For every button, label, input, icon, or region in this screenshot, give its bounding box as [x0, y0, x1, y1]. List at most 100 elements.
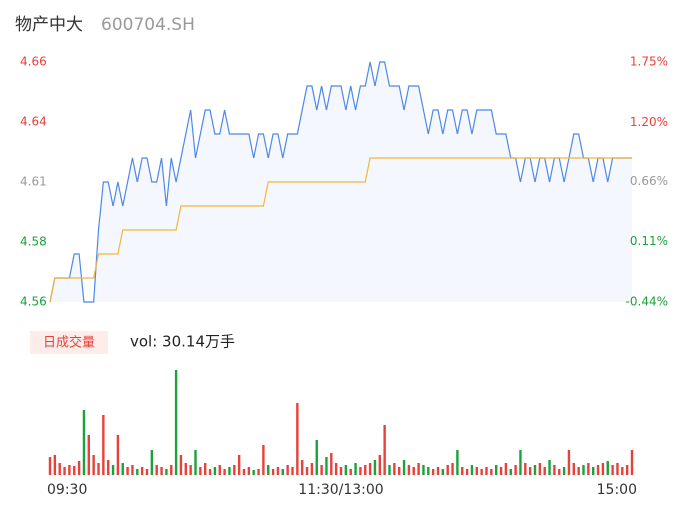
volume-bar [296, 403, 299, 475]
volume-bar [441, 469, 445, 475]
volume-bar [77, 461, 81, 475]
x-tick-label: 11:30/13:00 [298, 482, 383, 498]
y2-tick-label: 1.75% [630, 55, 668, 69]
y2-tick-label: 1.20% [630, 115, 668, 129]
volume-bar [276, 467, 280, 475]
y-tick-label: 4.61 [20, 175, 47, 189]
volume-bar [102, 415, 105, 475]
volume-bar [179, 455, 183, 475]
volume-bar [407, 465, 411, 475]
volume-bar [514, 465, 517, 475]
volume-bar [470, 465, 474, 475]
volume-bar [359, 467, 362, 475]
volume-bar [257, 469, 260, 475]
y-tick-label: 4.64 [20, 115, 47, 129]
volume-bar [431, 469, 435, 475]
volume-bar [330, 453, 333, 475]
volume-bar [300, 460, 304, 475]
volume-bar [242, 469, 246, 475]
volume-bar [480, 469, 483, 475]
volume-bar [349, 469, 352, 475]
volume-bar [621, 467, 624, 475]
volume-bar [145, 469, 149, 475]
volume-bar [553, 465, 556, 475]
volume-bar [267, 465, 270, 475]
volume-bar [344, 465, 348, 475]
volume-bar [485, 467, 488, 475]
volume-bar [548, 460, 551, 475]
volume-bar [165, 469, 168, 475]
volume-bar [310, 463, 314, 475]
volume-bar [572, 463, 576, 475]
volume-bar [397, 467, 401, 475]
chart-subtitle: 600704.SH [101, 15, 195, 35]
volume-label: 日成交量 [43, 335, 95, 351]
volume-bar [475, 467, 479, 475]
volume-bar [262, 445, 265, 475]
volume-bar [252, 470, 255, 475]
volume-bar [591, 467, 595, 475]
volume-bar [504, 463, 508, 475]
volume-bar [82, 410, 86, 475]
price-line [49, 61, 632, 303]
chart-title: 物产中大 [15, 15, 83, 35]
volume-bar [194, 450, 197, 475]
volume-bar [174, 370, 178, 475]
volume-bar [368, 463, 372, 475]
volume-bar [199, 467, 202, 475]
x-tick-label: 15:00 [597, 482, 637, 498]
volume-bar [223, 469, 226, 475]
y-tick-label: 4.58 [20, 235, 47, 249]
volume-bar [126, 467, 129, 475]
y2-tick-label: -0.44% [626, 295, 668, 309]
volume-bar [136, 469, 139, 475]
volume-bar [233, 465, 236, 475]
volume-bar [465, 469, 469, 475]
volume-bar [436, 467, 440, 475]
volume-bar [582, 465, 585, 475]
volume-bar [87, 435, 91, 475]
volume-bar [611, 465, 614, 475]
volume-bar [286, 465, 289, 475]
volume-bar [53, 455, 57, 475]
volume-bar [567, 450, 571, 475]
volume-bar [58, 463, 61, 475]
volume-bar [558, 469, 561, 475]
volume-bar [524, 463, 527, 475]
volume-bar [543, 467, 546, 475]
volume-bar [417, 463, 420, 475]
y-tick-label: 4.56 [20, 295, 47, 309]
volume-bar [189, 465, 192, 475]
volume-bar [446, 465, 449, 475]
volume-bar [237, 455, 241, 475]
volume-bar [325, 457, 328, 475]
volume-bar [247, 467, 251, 475]
volume-bar [427, 467, 430, 475]
volume-bar [606, 461, 609, 475]
average-line [49, 157, 632, 303]
volume-badge [30, 331, 108, 354]
volume-bar [509, 469, 512, 475]
volume-bar [203, 463, 207, 475]
volume-bar [184, 463, 188, 475]
volume-bar [412, 467, 415, 475]
volume-bar [208, 469, 212, 475]
volume-bar [402, 460, 406, 475]
volume-bar [393, 463, 396, 475]
volume-bar [577, 467, 580, 475]
volume-bar [160, 467, 163, 475]
volume-bar [616, 463, 619, 475]
volume-bar [456, 450, 459, 475]
volume-bar [150, 450, 154, 475]
volume-bar [218, 465, 221, 475]
volume-bar [305, 467, 309, 475]
volume-bar [383, 425, 386, 475]
volume-bar [48, 457, 52, 475]
volume-bar [131, 465, 134, 475]
x-tick-label: 09:30 [47, 482, 87, 498]
volume-bar [116, 435, 120, 475]
volume-bar [228, 467, 231, 475]
volume-bar [155, 465, 158, 475]
